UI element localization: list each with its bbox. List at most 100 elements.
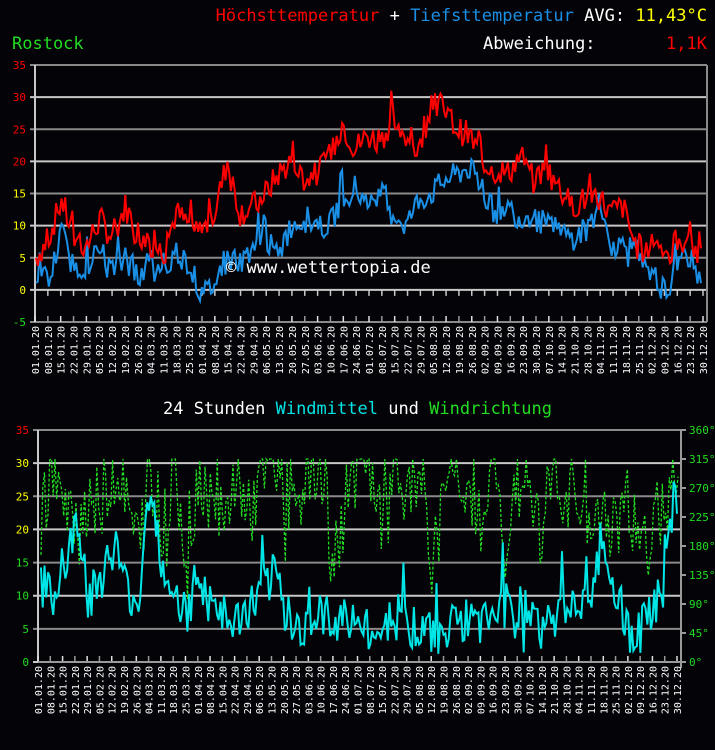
high-temp-line <box>35 90 702 267</box>
x-tick-label: 16.09.20 <box>506 326 517 374</box>
y-tick-label: 0 <box>19 284 26 297</box>
x-tick-label: 07.10.20 <box>545 326 556 374</box>
y-tick-label: 5 <box>22 623 29 636</box>
x-tick-label: 02.12.20 <box>624 666 635 714</box>
x-tick-label: 19.08.20 <box>440 666 451 714</box>
avg-value: 11,43°C <box>635 6 707 26</box>
x-tick-label: 04.11.20 <box>575 666 586 714</box>
x-tick-label: 15.04.20 <box>224 326 235 374</box>
x-tick-label: 23.09.20 <box>501 666 512 714</box>
x-tick-label: 19.02.20 <box>120 666 131 714</box>
x-tick-label: 26.08.20 <box>468 326 479 374</box>
wind-speed-label: Windmittel <box>275 399 378 419</box>
y-right-tick-label: 0° <box>689 656 702 669</box>
x-tick-label: 12.02.20 <box>108 326 119 374</box>
x-tick-label: 21.10.20 <box>571 326 582 374</box>
x-tick-label: 02.09.20 <box>481 326 492 374</box>
x-tick-label: 29.04.20 <box>243 666 254 714</box>
x-tick-label: 15.07.20 <box>391 326 402 374</box>
y-right-tick-label: 270° <box>689 482 715 495</box>
wind-direction-line <box>40 457 679 600</box>
x-tick-label: 05.02.20 <box>95 326 106 374</box>
x-tick-label: 08.01.20 <box>46 666 57 714</box>
x-tick-label: 08.04.20 <box>206 666 217 714</box>
x-tick-label: 06.05.20 <box>255 666 266 714</box>
x-tick-label: 25.03.20 <box>185 326 196 374</box>
x-tick-label: 15.01.20 <box>57 326 68 374</box>
y-right-tick-label: 90° <box>689 598 709 611</box>
x-tick-label: 03.06.20 <box>304 666 315 714</box>
x-tick-label: 08.04.20 <box>211 326 222 374</box>
x-tick-label: 22.04.20 <box>231 666 242 714</box>
x-tick-label: 16.12.20 <box>673 326 684 374</box>
x-tick-label: 01.01.20 <box>34 666 45 714</box>
y-tick-label: 35 <box>16 424 29 437</box>
x-tick-label: 14.10.20 <box>558 326 569 374</box>
y-tick-label: 35 <box>13 59 26 72</box>
x-tick-label: 04.11.20 <box>596 326 607 374</box>
x-tick-label: 22.01.20 <box>71 666 82 714</box>
wind-speed-line <box>40 481 678 654</box>
x-tick-label: 14.10.20 <box>538 666 549 714</box>
x-tick-label: 09.12.20 <box>660 326 671 374</box>
x-tick-label: 04.03.20 <box>147 326 158 374</box>
x-tick-label: 09.09.20 <box>493 326 504 374</box>
x-tick-label: 02.12.20 <box>648 326 659 374</box>
x-tick-label: 07.10.20 <box>526 666 537 714</box>
y-tick-label: 5 <box>19 252 26 265</box>
x-tick-label: 26.08.20 <box>452 666 463 714</box>
x-tick-label: 12.08.20 <box>442 326 453 374</box>
low-temp-line <box>35 156 702 305</box>
x-tick-label: 29.01.20 <box>83 666 94 714</box>
y-tick-label: 0 <box>22 656 29 669</box>
x-tick-label: 22.04.20 <box>237 326 248 374</box>
wind-direction-label: Windrichtung <box>429 399 552 419</box>
temperature-chart: 35 30 25 20 15 10 5 0 -5 01.01.20 08.01.20 15.01.20… <box>13 59 710 374</box>
y-tick-label: 25 <box>16 490 29 503</box>
x-tick-label: 06.05.20 <box>262 326 273 374</box>
x-tick-label: 29.07.20 <box>403 666 414 714</box>
x-tick-label: 08.01.20 <box>44 326 55 374</box>
y-tick-label: 30 <box>13 91 26 104</box>
x-tick-label: 29.01.20 <box>82 326 93 374</box>
x-tick-label: 17.06.20 <box>339 326 350 374</box>
y-tick-label: 10 <box>13 220 26 233</box>
x-tick-label: 01.04.20 <box>194 666 205 714</box>
deviation-value: 1,1K <box>666 34 707 54</box>
low-temp-label: Tiefsttemperatur <box>410 6 574 26</box>
x-tick-label: 18.11.20 <box>599 666 610 714</box>
x-tick-label: 29.07.20 <box>416 326 427 374</box>
x-tick-label: 28.10.20 <box>583 326 594 374</box>
x-tick-label: 10.06.20 <box>326 326 337 374</box>
x-tick-label: 30.09.20 <box>532 326 543 374</box>
x-tick-label: 08.07.20 <box>378 326 389 374</box>
x-tick-label: 05.08.20 <box>429 326 440 374</box>
x-tick-label: 26.02.20 <box>134 326 145 374</box>
x-tick-label: 22.01.20 <box>70 326 81 374</box>
y-tick-label: 30 <box>16 457 29 470</box>
station-name: Rostock <box>12 34 84 54</box>
x-tick-label: 20.05.20 <box>288 326 299 374</box>
x-tick-label: 30.12.20 <box>699 326 710 374</box>
y-tick-label: -5 <box>13 316 26 329</box>
x-tick-label: 22.07.20 <box>404 326 415 374</box>
x-tick-label: 21.10.20 <box>550 666 561 714</box>
x-tick-label: 05.08.20 <box>415 666 426 714</box>
watermark: © www.wettertopia.de <box>226 258 431 278</box>
deviation-label: Abweichung: <box>482 34 596 54</box>
x-tick-label: 05.02.20 <box>95 666 106 714</box>
x-tick-label: 02.09.20 <box>464 666 475 714</box>
x-tick-label: 15.04.20 <box>218 666 229 714</box>
x-tick-label: 01.04.20 <box>198 326 209 374</box>
x-tick-label: 12.08.20 <box>427 666 438 714</box>
x-tick-label: 18.03.20 <box>169 666 180 714</box>
x-tick-label: 30.12.20 <box>673 666 684 714</box>
x-tick-label: 20.05.20 <box>280 666 291 714</box>
x-tick-label: 18.03.20 <box>172 326 183 374</box>
x-tick-label: 04.03.20 <box>145 666 156 714</box>
y-right-tick-label: 360° <box>689 424 715 437</box>
y-tick-label: 20 <box>16 523 29 536</box>
x-tick-label: 13.05.20 <box>267 666 278 714</box>
x-tick-label: 11.03.20 <box>159 326 170 374</box>
